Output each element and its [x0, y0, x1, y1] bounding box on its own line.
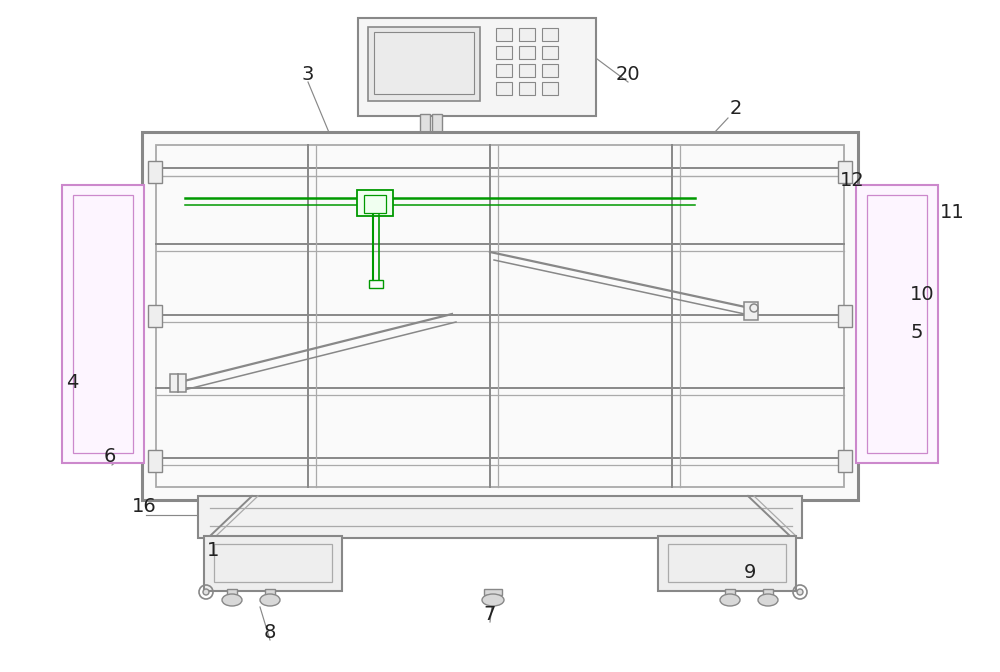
Bar	[357, 190, 393, 216]
Bar	[368, 27, 480, 101]
Bar	[838, 305, 852, 327]
Bar	[542, 28, 558, 41]
Text: 12: 12	[840, 171, 865, 190]
Bar	[519, 82, 535, 95]
Bar	[668, 544, 786, 582]
Bar	[420, 114, 430, 136]
Ellipse shape	[720, 594, 740, 606]
Bar	[227, 589, 237, 595]
Text: 11: 11	[940, 202, 965, 222]
Ellipse shape	[222, 594, 242, 606]
Bar	[364, 195, 386, 213]
Bar	[484, 589, 502, 595]
Bar	[148, 305, 162, 327]
Bar	[142, 132, 858, 500]
Bar	[415, 132, 447, 139]
Bar	[542, 46, 558, 59]
Bar	[148, 450, 162, 472]
Bar	[432, 114, 442, 136]
Text: 8: 8	[264, 622, 276, 642]
Bar	[496, 28, 512, 41]
Bar	[838, 161, 852, 183]
Text: 20: 20	[616, 65, 640, 83]
Ellipse shape	[797, 589, 803, 595]
Bar	[198, 496, 802, 538]
Bar	[519, 28, 535, 41]
Text: 1: 1	[207, 540, 219, 560]
Text: 16: 16	[132, 497, 156, 517]
Bar	[496, 64, 512, 77]
Bar	[369, 280, 383, 288]
Bar	[838, 450, 852, 472]
Bar	[214, 544, 332, 582]
Bar	[148, 161, 162, 183]
Ellipse shape	[203, 589, 209, 595]
Text: 6: 6	[104, 448, 116, 466]
Bar	[542, 82, 558, 95]
Text: 5: 5	[910, 323, 922, 341]
Bar	[658, 536, 796, 591]
Text: 10: 10	[910, 286, 935, 304]
Bar	[763, 589, 773, 595]
Bar	[265, 589, 275, 595]
Ellipse shape	[260, 594, 280, 606]
Text: 4: 4	[66, 372, 78, 392]
Bar	[725, 589, 735, 595]
Bar	[867, 195, 927, 453]
Bar	[73, 195, 133, 453]
Text: 7: 7	[484, 605, 496, 624]
Ellipse shape	[758, 594, 778, 606]
Bar	[542, 64, 558, 77]
Ellipse shape	[482, 594, 504, 606]
Bar	[496, 46, 512, 59]
Bar	[204, 536, 342, 591]
Bar	[358, 18, 596, 116]
Text: 3: 3	[302, 65, 314, 83]
Bar	[496, 82, 512, 95]
Bar	[156, 145, 844, 487]
Text: 2: 2	[730, 99, 742, 118]
Bar	[744, 302, 758, 320]
Bar	[856, 185, 938, 463]
Bar	[519, 46, 535, 59]
Text: 9: 9	[744, 562, 756, 581]
Bar	[374, 32, 474, 94]
Bar	[519, 64, 535, 77]
Bar	[62, 185, 144, 463]
Bar	[170, 374, 186, 392]
